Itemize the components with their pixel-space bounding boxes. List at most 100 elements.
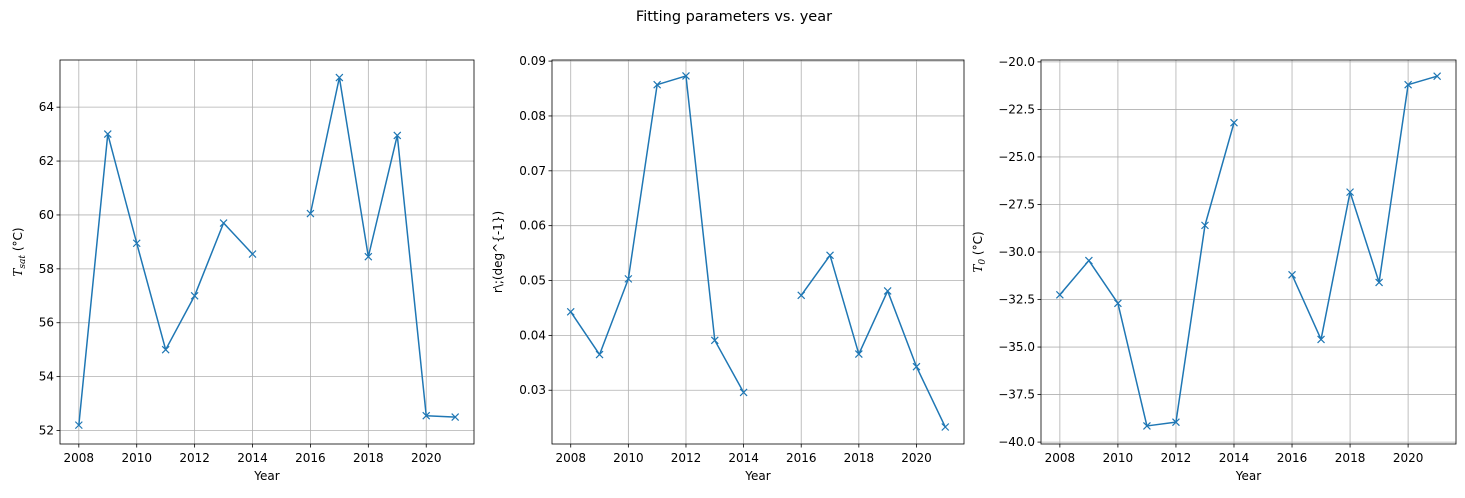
data-point-marker bbox=[854, 350, 863, 358]
x-tick-label: 2018 bbox=[1335, 451, 1366, 465]
y-axis-label: T0 (°C) bbox=[971, 231, 988, 272]
axes-frame bbox=[59, 59, 475, 445]
data-point-marker bbox=[1143, 422, 1151, 430]
subplots: 2008 2010 2012 2014 2016 2018 2020 Year 52 54 56 58… bbox=[11, 54, 1457, 483]
data-point-marker bbox=[393, 131, 402, 140]
x-tick-label: 2014 bbox=[1219, 451, 1250, 465]
grid bbox=[552, 60, 964, 444]
data-point-marker bbox=[883, 287, 892, 295]
x-tick-label: 2016 bbox=[295, 451, 326, 465]
data-point-marker bbox=[161, 345, 170, 354]
x-tick-label: 2008 bbox=[64, 451, 95, 465]
data-point-marker bbox=[566, 307, 575, 316]
y-tick-label: 0.05 bbox=[519, 274, 546, 288]
axes-frame bbox=[551, 59, 965, 445]
x-tick-label: 2008 bbox=[555, 451, 586, 465]
subplot-1: 2008 2010 2012 2014 2016 2018 2020 Year 52 54 56 58… bbox=[11, 59, 475, 483]
y-axis: 52 54 56 58 60 62 64 Tsat (°C) bbox=[11, 100, 60, 438]
grid bbox=[1041, 60, 1456, 444]
subplot-3: 2008 2010 2012 2014 2016 2018 2020 Year −40.0 −37… bbox=[971, 55, 1457, 483]
data-point-marker bbox=[739, 388, 748, 397]
y-axis: −40.0 −37.5 −35.0 −32.5 −30.0 −27.5 −25.0 −22.5… bbox=[971, 55, 1041, 449]
x-axis-label: Year bbox=[253, 469, 279, 483]
y-axis-label-unit: (°C) bbox=[971, 231, 985, 259]
subplot-2: 2008 2010 2012 2014 2016 2018 2020 Year 0.03 0.04… bbox=[491, 54, 965, 483]
y-tick-label: −32.5 bbox=[998, 293, 1035, 307]
x-tick-label: 2010 bbox=[121, 451, 152, 465]
y-tick-label: −27.5 bbox=[998, 197, 1035, 211]
data-point-marker bbox=[1172, 418, 1180, 427]
y-tick-label: 56 bbox=[39, 316, 54, 330]
data-point-marker bbox=[1433, 72, 1442, 81]
data-point-marker bbox=[103, 130, 112, 139]
y-axis-label: r\;(deg^{-1}) bbox=[491, 211, 505, 293]
data-point-marker bbox=[826, 251, 834, 260]
y-tick-label: 0.09 bbox=[519, 54, 546, 68]
y-axis-label-symbol: T bbox=[11, 268, 25, 277]
y-tick-label: −40.0 bbox=[998, 435, 1035, 449]
x-axis: 2008 2010 2012 2014 2016 2018 2020 Year bbox=[64, 444, 442, 483]
data-point-marker bbox=[1201, 221, 1209, 230]
series-markers bbox=[74, 73, 460, 430]
x-axis-label: Year bbox=[1235, 469, 1261, 483]
x-axis: 2008 2010 2012 2014 2016 2018 2020 Year bbox=[1045, 444, 1424, 483]
x-tick-label: 2020 bbox=[1393, 451, 1424, 465]
data-point-marker bbox=[306, 209, 315, 218]
data-point-marker bbox=[451, 413, 460, 421]
data-point-marker bbox=[682, 71, 690, 80]
data-point-marker bbox=[797, 291, 806, 300]
data-point-marker bbox=[1230, 118, 1238, 127]
series-markers bbox=[1055, 72, 1442, 430]
y-axis-label-subscript: 0 bbox=[978, 259, 988, 265]
y-tick-label: 0.08 bbox=[519, 109, 546, 123]
y-tick-label: 60 bbox=[39, 208, 54, 222]
data-point-marker bbox=[624, 274, 633, 283]
data-point-marker bbox=[941, 423, 950, 431]
data-point-marker bbox=[710, 336, 719, 345]
series-markers bbox=[566, 71, 950, 431]
y-axis: 0.03 0.04 0.05 0.06 0.07 0.08 0.09 r\;(deg^{-1}… bbox=[491, 54, 552, 397]
x-tick-label: 2020 bbox=[901, 451, 932, 465]
y-tick-label: −22.5 bbox=[998, 102, 1035, 116]
y-tick-label: 0.04 bbox=[519, 328, 546, 342]
data-point-marker bbox=[1288, 270, 1296, 279]
y-axis-label-subscript: sat bbox=[18, 255, 28, 269]
data-point-marker bbox=[364, 252, 373, 261]
x-tick-label: 2012 bbox=[1161, 451, 1192, 465]
y-tick-label: −35.0 bbox=[998, 340, 1035, 354]
data-point-marker bbox=[190, 291, 199, 300]
y-tick-label: 52 bbox=[39, 424, 54, 438]
y-axis-label: Tsat (°C) bbox=[11, 227, 28, 276]
data-point-marker bbox=[1375, 278, 1384, 287]
figure-suptitle: Fitting parameters vs. year bbox=[636, 9, 832, 25]
data-point-marker bbox=[132, 239, 141, 248]
y-tick-label: −20.0 bbox=[998, 55, 1035, 69]
data-point-marker bbox=[1317, 335, 1325, 344]
x-tick-label: 2016 bbox=[1277, 451, 1308, 465]
y-tick-label: −25.0 bbox=[998, 150, 1035, 164]
y-tick-label: 62 bbox=[39, 154, 54, 168]
data-point-marker bbox=[219, 219, 228, 227]
x-tick-label: 2008 bbox=[1045, 451, 1076, 465]
data-point-marker bbox=[1055, 290, 1064, 299]
x-tick-label: 2014 bbox=[237, 451, 268, 465]
data-point-marker bbox=[1404, 80, 1413, 89]
x-tick-label: 2012 bbox=[179, 451, 210, 465]
data-point-marker bbox=[595, 350, 604, 359]
y-axis-label-unit: (°C) bbox=[11, 227, 25, 255]
data-point-marker bbox=[1113, 299, 1122, 308]
y-tick-label: 0.07 bbox=[519, 164, 546, 178]
data-point-marker bbox=[1346, 188, 1354, 197]
data-point-marker bbox=[912, 362, 921, 371]
data-point-marker bbox=[335, 73, 344, 82]
y-axis-label-symbol: T bbox=[971, 264, 985, 273]
x-tick-label: 2010 bbox=[613, 451, 644, 465]
x-tick-label: 2016 bbox=[786, 451, 817, 465]
x-tick-label: 2014 bbox=[728, 451, 759, 465]
y-tick-label: 54 bbox=[39, 370, 54, 384]
x-tick-label: 2018 bbox=[844, 451, 875, 465]
x-tick-label: 2010 bbox=[1103, 451, 1134, 465]
y-tick-label: −30.0 bbox=[998, 245, 1035, 259]
